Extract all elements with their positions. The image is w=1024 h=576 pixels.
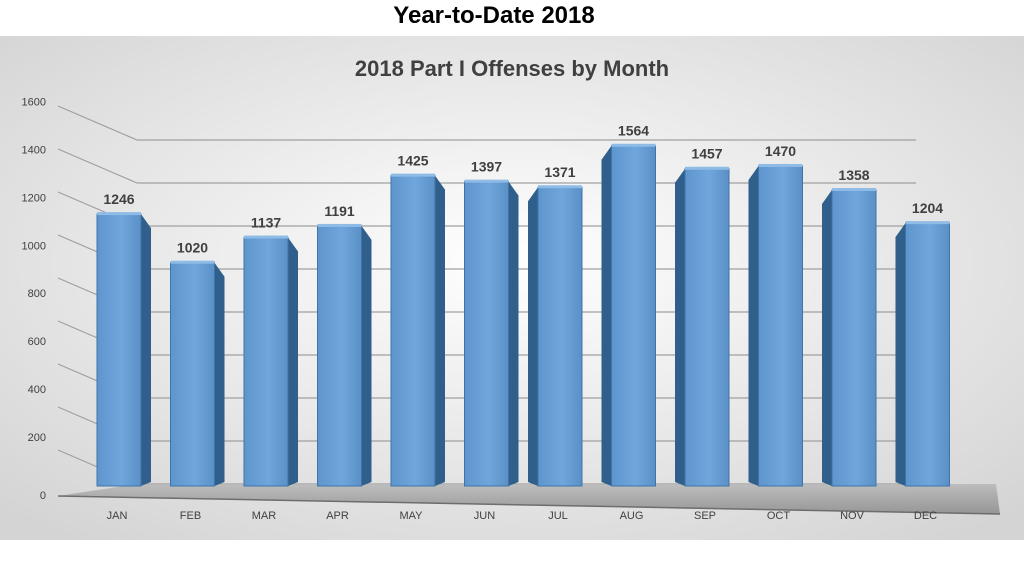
bar-top — [97, 212, 141, 216]
bar-mar — [243, 237, 289, 487]
chart-floor — [57, 484, 1001, 515]
bar-top — [758, 163, 803, 167]
bar-side — [528, 187, 538, 487]
y-axis-ticks: 0 200 400 600 800 1000 1200 1400 1600 — [22, 96, 46, 502]
bar-jun — [464, 181, 509, 487]
bar-top — [832, 188, 876, 192]
bar-dec — [905, 222, 950, 487]
x-tick-label: MAR — [252, 510, 277, 522]
bar-side — [435, 175, 445, 486]
bar-nov — [831, 189, 877, 487]
data-label: 1020 — [177, 240, 208, 256]
bar-side — [822, 190, 832, 486]
bar-apr — [317, 225, 362, 487]
x-tick-label: NOV — [840, 510, 865, 522]
data-label: 1358 — [838, 167, 869, 183]
data-labels: 1246 1020 1137 1191 1425 1397 1371 1564 1457 1470… — [103, 123, 943, 256]
data-label: 1246 — [103, 191, 134, 207]
bars — [96, 143, 950, 487]
bar-top — [464, 179, 509, 183]
data-label: 1470 — [765, 143, 796, 159]
bar-sep — [684, 168, 730, 487]
bar-top — [685, 166, 729, 170]
y-tick-label: 600 — [28, 336, 46, 348]
x-tick-label: FEB — [180, 510, 201, 522]
x-tick-label: JUL — [548, 510, 568, 522]
bar-top — [244, 235, 288, 239]
bar-side — [361, 225, 372, 486]
y-tick-label: 1200 — [22, 192, 46, 204]
bar-jan — [96, 213, 142, 487]
data-label: 1397 — [471, 159, 502, 175]
y-tick-label: 1400 — [22, 144, 46, 156]
bar-side — [675, 168, 685, 486]
bar-top — [538, 185, 582, 189]
bar-jul — [537, 186, 583, 487]
gridline-side — [57, 148, 138, 184]
x-tick-label: JUN — [474, 510, 495, 522]
x-tick-label: DEC — [914, 510, 937, 522]
data-label: 1204 — [912, 200, 943, 216]
data-label: 1564 — [618, 123, 649, 139]
bar-top — [611, 143, 656, 147]
x-tick-label: OCT — [767, 510, 791, 522]
x-tick-label: APR — [326, 510, 349, 522]
x-axis-ticks: JAN FEB MAR APR MAY JUN JUL AUG SEP OCT NOV DEC — [107, 510, 938, 522]
data-label: 1371 — [544, 164, 575, 180]
bar-top — [170, 260, 215, 264]
bar-side — [288, 237, 298, 486]
bar-top — [317, 223, 362, 227]
bar-chart: 2018 Part I Offenses by Month 1246 1020 11… — [0, 36, 1024, 540]
x-tick-label: AUG — [620, 510, 644, 522]
data-label: 1137 — [251, 215, 282, 231]
data-label: 1191 — [324, 203, 355, 219]
y-tick-label: 0 — [40, 490, 46, 502]
y-tick-label: 400 — [28, 384, 46, 396]
bar-side — [895, 223, 906, 486]
bar-side — [508, 181, 519, 486]
x-tick-label: MAY — [399, 510, 423, 522]
data-label: 1425 — [397, 153, 428, 169]
x-axis-line — [57, 495, 1001, 515]
y-tick-label: 200 — [28, 432, 46, 444]
floor-surface — [58, 484, 1000, 514]
bar-oct — [758, 165, 803, 487]
bar-side — [141, 214, 151, 487]
bar-may — [390, 175, 436, 487]
x-tick-label: JAN — [107, 510, 128, 522]
chart-title: 2018 Part I Offenses by Month — [355, 56, 669, 81]
chart-area: 2018 Part I Offenses by Month 1246 1020 11… — [0, 36, 1024, 540]
gridline-side — [57, 105, 138, 141]
bar-side — [748, 165, 759, 486]
bar-top — [391, 173, 435, 177]
y-tick-label: 1000 — [22, 240, 46, 252]
y-tick-label: 1600 — [22, 96, 46, 108]
y-tick-label: 800 — [28, 288, 46, 300]
bar-feb — [170, 262, 215, 487]
bar-aug — [611, 145, 656, 487]
bar-top — [905, 221, 950, 225]
slide-title: Year-to-Date 2018 — [393, 2, 595, 29]
x-tick-label: SEP — [694, 510, 716, 522]
bar-side — [601, 145, 612, 486]
bar-side — [214, 262, 225, 486]
data-label: 1457 — [691, 146, 722, 162]
